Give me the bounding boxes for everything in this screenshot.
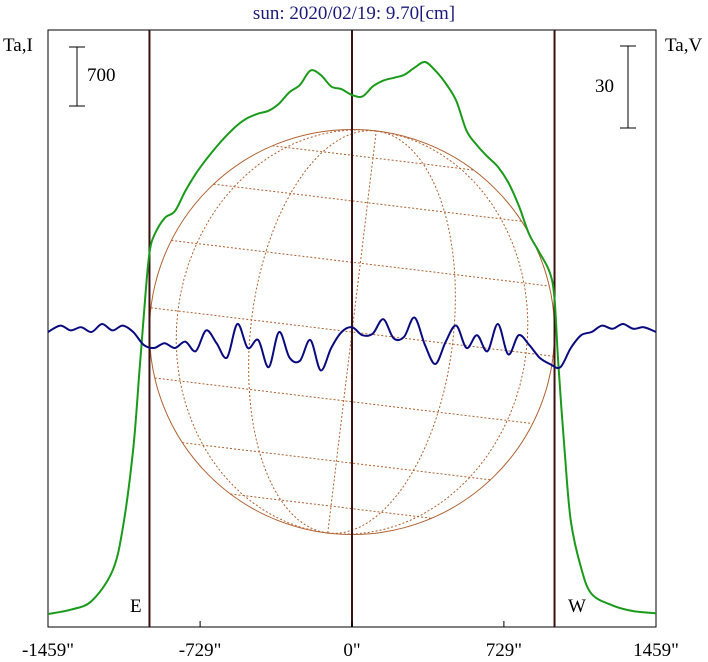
right-scale-label: 30 bbox=[595, 76, 614, 97]
x-tick-label: 0" bbox=[343, 640, 360, 661]
x-tick-label: 729" bbox=[486, 640, 522, 661]
west-limb-label: W bbox=[568, 596, 586, 617]
latitude-line bbox=[150, 307, 554, 357]
east-limb-label: E bbox=[130, 596, 142, 617]
left-axis-label: Ta,I bbox=[3, 35, 33, 56]
chart-title: sun: 2020/02/19: 9.70[cm] bbox=[252, 3, 456, 24]
right-axis-label: Ta,V bbox=[665, 35, 703, 56]
x-tick-label: -1459" bbox=[22, 640, 74, 661]
longitude-line bbox=[327, 130, 377, 534]
polarization-curve bbox=[47, 316, 657, 372]
latitude-line bbox=[171, 239, 550, 287]
longitude-line bbox=[248, 130, 377, 534]
latitude-line bbox=[154, 377, 533, 425]
longitude-line bbox=[327, 130, 456, 534]
intensity-curve bbox=[47, 60, 657, 615]
left-scale-label: 700 bbox=[87, 65, 116, 86]
x-tick-label: 1459" bbox=[633, 640, 679, 661]
longitude-line bbox=[175, 129, 377, 534]
longitude-line bbox=[327, 130, 529, 535]
latitude-line bbox=[230, 493, 432, 519]
x-tick-label: -729" bbox=[179, 640, 222, 661]
